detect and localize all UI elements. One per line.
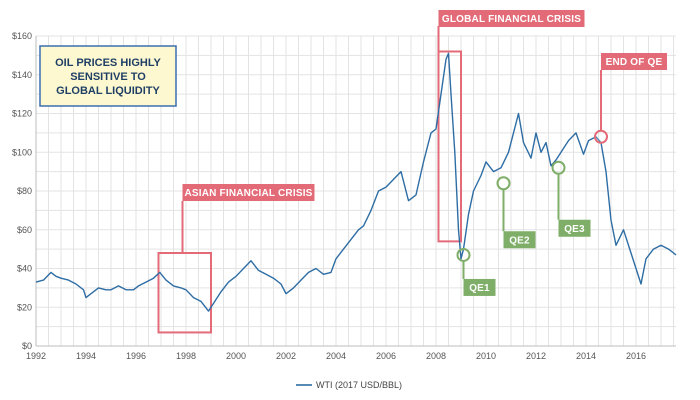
y-tick-label: $100 (12, 147, 32, 157)
x-tick-label: 2016 (626, 351, 646, 361)
x-tick-label: 1992 (26, 351, 46, 361)
gfc-label-bg (438, 10, 585, 27)
qe2-label-bg (503, 231, 536, 249)
legend: WTI (2017 USD/BBL) (296, 380, 402, 390)
note-line: GLOBAL LIQUIDITY (56, 85, 160, 97)
gfc-label: GLOBAL FINANCIAL CRISIS (442, 14, 581, 25)
y-tick-label: $40 (17, 264, 32, 274)
x-tick-label: 2014 (576, 351, 596, 361)
x-tick-label: 2000 (226, 351, 246, 361)
y-tick-label: $140 (12, 70, 32, 80)
x-tick-label: 2006 (376, 351, 396, 361)
annotation-callouts: GLOBAL FINANCIAL CRISIS ASIAN FINANCIAL C… (181, 10, 667, 296)
x-tick-label: 2012 (526, 351, 546, 361)
x-tick-label: 1994 (76, 351, 96, 361)
y-tick-label: $120 (12, 109, 32, 119)
x-tick-label: 2004 (326, 351, 346, 361)
axis-tick-labels: 1992 1994 1996 1998 2000 2002 2004 2006 2008 2010… (12, 31, 646, 361)
end-qe-label: END OF QE (606, 57, 663, 68)
annotation-boxes (157, 50, 462, 334)
afc-label: ASIAN FINANCIAL CRISIS (184, 188, 312, 199)
note-line: SENSITIVE TO (70, 71, 146, 83)
qe3-marker (551, 160, 566, 175)
end-qe-marker (594, 129, 608, 144)
y-tick-label: $60 (17, 225, 32, 235)
x-tick-label: 2002 (276, 351, 296, 361)
legend-label: WTI (2017 USD/BBL) (316, 380, 402, 390)
qe1-label-bg (463, 278, 496, 296)
note-line: OIL PRICES HIGHLY (55, 57, 161, 69)
afc-highlight-box (157, 252, 212, 334)
x-tick-label: 2008 (426, 351, 446, 361)
x-tick-label: 1998 (176, 351, 196, 361)
note-box (39, 45, 177, 107)
end-qe-label-bg (601, 53, 667, 70)
qe1-marker (456, 247, 471, 262)
liquidity-note: OIL PRICES HIGHLY SENSITIVE TO GLOBAL LIQU… (39, 45, 177, 107)
y-tick-label: $80 (17, 186, 32, 196)
y-tick-label: $160 (12, 31, 32, 41)
qe3-label: QE3 (564, 224, 585, 235)
qe2-marker (496, 176, 511, 191)
x-tick-label: 2010 (476, 351, 496, 361)
y-tick-label: $20 (17, 302, 32, 312)
x-tick-label: 1996 (126, 351, 146, 361)
qe2-label: QE2 (509, 235, 530, 246)
gfc-highlight-box (437, 50, 462, 243)
afc-label-bg (182, 184, 315, 201)
wti-series-line (35, 52, 677, 312)
qe1-label: QE1 (469, 283, 490, 294)
y-tick-label: $0 (22, 341, 32, 351)
qe3-label-bg (558, 219, 591, 237)
